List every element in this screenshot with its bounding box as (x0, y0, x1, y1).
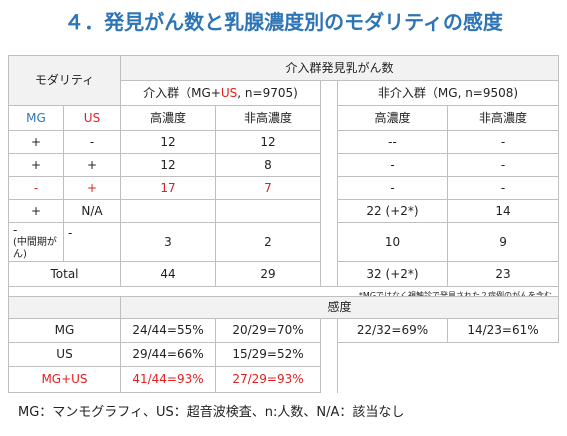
data-cell: + (8, 153, 64, 177)
slide-title: ４．発見がん数と乳腺濃度別のモダリティの感度 (64, 10, 503, 34)
header-cell: 介入群発見乳がん数 (119, 55, 560, 81)
spacer (320, 153, 338, 177)
interval-note: (中間期がん) (13, 237, 57, 261)
data-cell (120, 199, 216, 223)
column-header: MG (8, 105, 64, 131)
header-cell: 介入群（MG+US, n=9705) (120, 80, 321, 106)
data-row: + +12 8- - (8, 153, 560, 177)
total-row: Total 44 29 32 (+2*) 23 (8, 261, 560, 288)
data-cell: -- (337, 130, 448, 154)
cell-text: - (13, 223, 18, 237)
data-cell: 8 (215, 153, 321, 177)
sensitivity-cell: 29/44=66% (120, 342, 216, 367)
sensitivity-cell: 15/29=52% (215, 342, 321, 367)
header-cell: 非介入群（MG, n=9508) (336, 80, 560, 106)
header-text: 介入群（MG+ (143, 85, 221, 100)
header-text: , n=9705) (237, 85, 298, 100)
data-cell: 17 (120, 176, 216, 200)
data-cell: + (63, 176, 121, 200)
sensitivity-table: 感度 MG 24/44=55% 20/29=70% 22/32=69% 14/23=61… (8, 296, 560, 393)
data-cell: 14 (446, 199, 560, 223)
data-cell: - (8, 176, 64, 200)
data-cell: + (8, 199, 64, 223)
row-label: US (8, 342, 121, 367)
data-cell: - (63, 221, 121, 263)
data-cell: 22 (+2*) (337, 199, 448, 223)
spacer (320, 199, 338, 223)
data-cell: + (63, 153, 121, 177)
data-cell: - (63, 130, 121, 154)
data-cell: 7 (215, 176, 321, 200)
total-cell: Total (8, 261, 121, 288)
total-cell: 23 (446, 261, 560, 288)
column-header: 非高濃度 (446, 105, 560, 131)
data-cell: 2 (215, 221, 321, 263)
sensitivity-cell: 41/44=93% (120, 366, 216, 393)
data-cell: 12 (120, 130, 216, 154)
spacer (320, 222, 338, 262)
total-cell: 44 (120, 261, 216, 288)
header-text: US (220, 85, 238, 100)
spacer (320, 176, 338, 200)
header-cell (8, 296, 121, 319)
data-cell: - (446, 130, 560, 154)
row-label: MG (8, 318, 121, 343)
data-cell: - (中間期がん) (8, 221, 64, 263)
spacer (320, 261, 338, 287)
data-row: - +17 7- - (8, 176, 560, 200)
spacer (320, 366, 338, 393)
sensitivity-row: US 29/44=66% 15/29=52% (8, 342, 559, 367)
sensitivity-cell: 22/32=69% (337, 318, 448, 343)
header-cell: 感度 (119, 296, 560, 319)
row-label: MG+US (8, 366, 121, 393)
data-cell: - (446, 153, 560, 177)
total-cell: 32 (+2*) (337, 261, 448, 288)
column-header: US (63, 105, 121, 131)
sensitivity-cell: 20/29=70% (215, 318, 321, 343)
data-cell (215, 199, 321, 223)
count-table: モダリティ 介入群発見乳がん数 介入群（MG+US, n=9705) 非介入群（… (7, 55, 560, 306)
data-row: + N/A 22 (+2*) 14 (8, 199, 560, 223)
column-header: 高濃度 (120, 105, 216, 131)
data-cell: 9 (446, 221, 560, 263)
spacer (320, 80, 338, 106)
column-header: 高濃度 (337, 105, 448, 131)
data-cell: 12 (215, 130, 321, 154)
data-row: + -12 12 -- - (8, 130, 560, 154)
data-row: - (中間期がん) -3 2 10 9 (8, 221, 560, 263)
data-cell: 3 (120, 221, 216, 263)
spacer (320, 318, 338, 343)
spacer (320, 130, 338, 154)
spacer (320, 105, 338, 131)
sensitivity-row: MG+US 41/44=93% 27/29=93% (8, 366, 559, 393)
header-row: MG US 高濃度 非高濃度 高濃度 非高濃度 (8, 105, 560, 131)
empty-cell (336, 366, 559, 393)
data-cell: N/A (63, 199, 121, 223)
column-header: 非高濃度 (215, 105, 321, 131)
total-cell: 29 (215, 261, 321, 288)
sensitivity-cell: 24/44=55% (120, 318, 216, 343)
spacer (320, 342, 338, 367)
data-cell: - (337, 153, 448, 177)
data-cell: 12 (120, 153, 216, 177)
sensitivity-row: MG 24/44=55% 20/29=70% 22/32=69% 14/23=61% (8, 318, 560, 343)
data-cell: - (337, 176, 448, 200)
legend-note: MG：マンモグラフィ、US：超音波検査、n:人数、N/A：該当なし (18, 405, 405, 420)
sensitivity-cell: 14/23=61% (446, 318, 560, 343)
empty-cell (336, 342, 559, 367)
data-cell: + (8, 130, 64, 154)
data-cell: 10 (337, 221, 448, 263)
header-cell: モダリティ (8, 55, 121, 106)
sensitivity-cell: 27/29=93% (215, 366, 321, 393)
data-cell: - (446, 176, 560, 200)
